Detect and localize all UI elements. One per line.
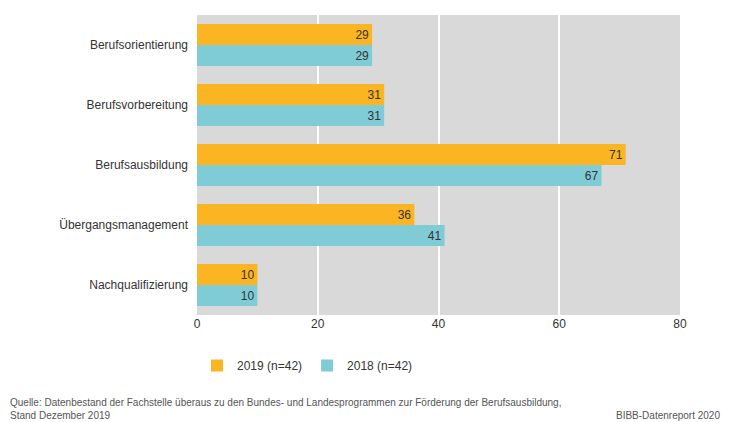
svg-text:10: 10 bbox=[241, 289, 255, 303]
svg-text:31: 31 bbox=[367, 109, 381, 123]
svg-text:Berufsvorbereitung: Berufsvorbereitung bbox=[87, 98, 188, 112]
svg-text:20: 20 bbox=[311, 317, 325, 331]
svg-text:41: 41 bbox=[428, 229, 442, 243]
svg-text:2019 (n=42): 2019 (n=42) bbox=[237, 359, 302, 373]
svg-text:Übergangsmanagement: Übergangsmanagement bbox=[59, 218, 188, 232]
svg-text:29: 29 bbox=[355, 49, 369, 63]
svg-text:71: 71 bbox=[609, 148, 623, 162]
svg-text:0: 0 bbox=[194, 317, 201, 331]
svg-text:80: 80 bbox=[673, 317, 687, 331]
svg-text:29: 29 bbox=[355, 28, 369, 42]
svg-text:40: 40 bbox=[432, 317, 446, 331]
svg-text:36: 36 bbox=[398, 208, 412, 222]
svg-text:10: 10 bbox=[241, 268, 255, 282]
svg-text:Nachqualifizierung: Nachqualifizierung bbox=[89, 278, 188, 292]
svg-text:67: 67 bbox=[585, 169, 599, 183]
svg-text:60: 60 bbox=[553, 317, 567, 331]
svg-text:BIBB-Datenreport 2020: BIBB-Datenreport 2020 bbox=[616, 410, 720, 421]
svg-text:Berufsorientierung: Berufsorientierung bbox=[90, 38, 188, 52]
svg-text:Berufsausbildung: Berufsausbildung bbox=[95, 158, 188, 172]
svg-text:31: 31 bbox=[367, 88, 381, 102]
svg-text:Quelle: Datenbestand der Fachs: Quelle: Datenbestand der Fachstelle über… bbox=[10, 397, 561, 421]
svg-text:2018 (n=42): 2018 (n=42) bbox=[347, 359, 412, 373]
